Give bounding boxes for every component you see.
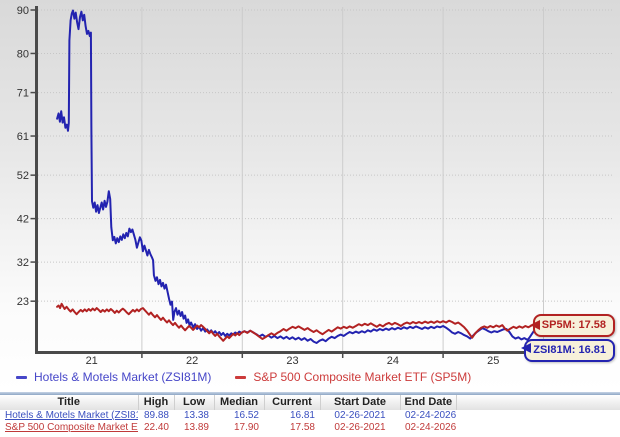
start-date: 02-26-2021 [334, 422, 386, 433]
table-row-zsi81m: Hotels & Motels Market (ZSI81M) 89.88 13… [0, 410, 620, 422]
callout-series-label: ZSI81M: [533, 344, 576, 356]
x-axis-label: 23 [286, 355, 298, 366]
y-axis-label: 61 [17, 131, 29, 143]
low-value: 13.38 [183, 410, 209, 421]
legend-label: Hotels & Motels Market (ZSI81M) [34, 370, 212, 384]
median-value: 16.52 [233, 410, 259, 421]
legend-dash-icon [16, 375, 27, 379]
col-header-high: High [138, 395, 175, 410]
stats-table-header-row: Title High Low Median Current Start Date… [0, 395, 620, 410]
table-separator-bar [0, 392, 620, 395]
x-axis-label: 25 [487, 355, 499, 366]
series-title-link-sp5m[interactable]: S&P 500 Composite Market ETF (SP5M) [5, 422, 138, 433]
chart-legend: Hotels & Motels Market (ZSI81M) S&P 500 … [16, 370, 471, 384]
x-axis-label: 22 [186, 355, 198, 366]
table-row-sp5m: S&P 500 Composite Market ETF (SP5M) 22.4… [0, 422, 620, 434]
legend-label: S&P 500 Composite Market ETF (SP5M) [253, 370, 472, 384]
legend-item-sp5m: S&P 500 Composite Market ETF (SP5M) [235, 370, 471, 384]
last-value-callout-zsi81m: ZSI81M: 16.81 [521, 339, 615, 362]
col-header-filler [456, 395, 620, 410]
start-date: 02-26-2021 [334, 410, 386, 421]
stats-table: Title High Low Median Current Start Date… [0, 395, 620, 434]
median-value: 17.90 [233, 422, 259, 433]
y-axis-label: 80 [17, 48, 29, 60]
end-date: 02-24-2026 [405, 410, 456, 421]
col-header-end-date: End Date [400, 395, 457, 410]
series-line-SP5M [56, 302, 535, 342]
y-axis-label: 90 [17, 5, 29, 17]
low-value: 13.89 [183, 422, 209, 433]
series-line-ZSI81M [56, 9, 535, 344]
col-header-median: Median [214, 395, 265, 410]
col-header-title: Title [0, 395, 139, 410]
legend-dash-icon [235, 375, 247, 379]
current-value: 17.58 [289, 422, 315, 433]
line-chart: 90 80 71 61 52 42 32 23 21 22 23 24 25 [17, 5, 613, 366]
y-axis-label: 23 [17, 296, 29, 308]
y-axis-line [35, 6, 38, 354]
high-value: 22.40 [143, 422, 169, 433]
end-date: 02-24-2026 [405, 422, 456, 433]
current-value: 16.81 [289, 410, 315, 421]
high-value: 89.88 [143, 410, 169, 421]
x-axis-label: 24 [387, 355, 399, 366]
callout-value: 17.58 [578, 319, 606, 331]
y-axis-label: 42 [17, 214, 29, 226]
legend-item-zsi81m: Hotels & Motels Market (ZSI81M) [16, 370, 211, 384]
col-header-low: Low [174, 395, 215, 410]
y-axis-label: 52 [17, 170, 29, 182]
x-axis-line [35, 351, 613, 354]
series-title-link-zsi81m[interactable]: Hotels & Motels Market (ZSI81M) [5, 410, 138, 421]
x-axis-label: 21 [86, 355, 98, 366]
col-header-start-date: Start Date [320, 395, 401, 410]
callout-value: 16.81 [578, 344, 606, 356]
y-axis-label: 71 [17, 88, 29, 100]
y-axis-label: 32 [17, 257, 29, 269]
col-header-current: Current [264, 395, 321, 410]
chart-panel: 90 80 71 61 52 42 32 23 21 22 23 24 25 SP5M: 17.58 Z… [0, 0, 620, 392]
last-value-callout-sp5m: SP5M: 17.58 [529, 314, 615, 337]
callout-series-label: SP5M: [541, 319, 576, 331]
